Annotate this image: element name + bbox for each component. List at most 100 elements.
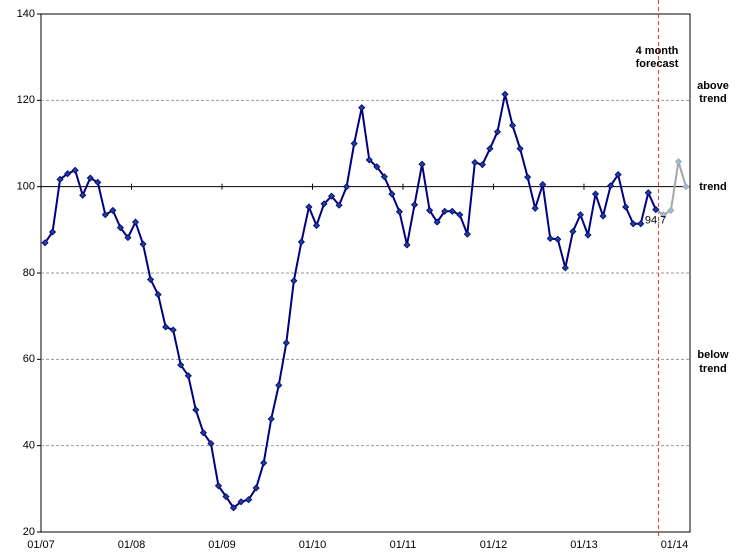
data-point <box>418 160 426 168</box>
side-label: above <box>697 80 729 92</box>
data-point <box>622 203 630 211</box>
series-line <box>44 94 657 510</box>
data-point <box>584 231 592 239</box>
data-point <box>674 158 683 166</box>
x-tick-label: 01/12 <box>480 539 508 551</box>
y-tick-label: 40 <box>23 440 35 452</box>
data-point <box>599 212 607 220</box>
side-label: trend <box>699 93 727 105</box>
data-point <box>395 208 404 216</box>
data-point <box>327 192 336 200</box>
side-label: trend <box>699 181 727 193</box>
data-point <box>343 183 351 191</box>
data-point <box>441 207 449 215</box>
data-point <box>682 183 690 191</box>
data-point <box>607 182 615 190</box>
data-point <box>275 381 283 389</box>
x-tick-label: 01/07 <box>27 539 55 551</box>
y-tick-label: 100 <box>17 181 35 193</box>
data-point <box>471 158 479 167</box>
data-point <box>478 161 486 169</box>
data-point <box>56 175 64 183</box>
x-tick-label: 01/11 <box>390 539 417 551</box>
data-point <box>516 145 524 153</box>
data-point <box>410 201 419 209</box>
data-point <box>373 163 381 171</box>
data-point <box>207 439 215 448</box>
data-point <box>154 291 162 299</box>
data-point <box>659 211 667 219</box>
data-point <box>637 220 645 228</box>
data-point <box>229 504 238 512</box>
data-point <box>79 191 87 199</box>
data-point <box>531 204 539 212</box>
data-point <box>237 498 245 506</box>
data-point <box>350 139 358 148</box>
side-label: trend <box>699 363 727 375</box>
data-point <box>71 166 79 174</box>
x-tick-label: 01/13 <box>570 539 598 551</box>
data-point <box>94 178 102 186</box>
data-point <box>101 211 109 219</box>
data-point <box>162 323 170 331</box>
forecast-annotation: 4 month <box>636 45 679 57</box>
data-point <box>614 171 622 179</box>
data-point <box>365 156 373 164</box>
data-point <box>561 264 569 272</box>
data-point <box>116 224 124 232</box>
y-tick-label: 120 <box>17 94 35 106</box>
data-point <box>124 234 132 242</box>
data-point <box>629 220 637 228</box>
data-point <box>335 201 343 209</box>
data-point <box>539 180 547 189</box>
data-point <box>493 128 502 136</box>
data-point <box>184 372 192 380</box>
x-tick-label: 01/10 <box>299 539 327 551</box>
y-tick-label: 20 <box>23 526 35 538</box>
data-point <box>463 230 471 238</box>
data-point <box>147 275 155 284</box>
data-point <box>252 484 260 492</box>
data-point <box>169 326 177 334</box>
data-point <box>644 189 652 197</box>
data-point <box>131 218 140 226</box>
data-point <box>192 406 200 414</box>
data-point <box>260 459 268 467</box>
y-tick-label: 60 <box>23 353 35 365</box>
data-point <box>109 206 117 214</box>
data-label: 94.7 <box>645 214 666 226</box>
series-line <box>655 161 687 216</box>
x-tick-label: 01/14 <box>661 539 689 551</box>
x-tick-label: 01/08 <box>118 539 146 551</box>
data-point <box>267 415 275 423</box>
data-point <box>403 241 411 249</box>
data-point <box>312 221 321 230</box>
data-point <box>554 235 562 243</box>
data-point <box>290 277 298 285</box>
data-point <box>667 206 675 214</box>
data-point <box>177 361 185 369</box>
data-point <box>652 205 660 214</box>
data-point <box>456 211 464 219</box>
data-point <box>222 493 230 501</box>
data-point <box>388 190 396 198</box>
data-point <box>569 227 577 236</box>
data-point <box>546 234 554 243</box>
x-tick-label: 01/09 <box>208 539 236 551</box>
data-point <box>245 496 253 504</box>
y-tick-label: 80 <box>23 267 35 279</box>
data-point <box>282 339 290 347</box>
data-point <box>48 228 57 236</box>
data-point <box>508 121 517 129</box>
data-point <box>448 207 456 215</box>
data-point <box>486 145 494 153</box>
data-point <box>139 240 147 248</box>
data-point <box>426 206 434 214</box>
data-point <box>199 429 207 437</box>
y-tick-label: 140 <box>17 8 35 20</box>
data-point <box>358 104 366 112</box>
side-label: below <box>697 349 729 361</box>
data-point <box>214 482 223 490</box>
